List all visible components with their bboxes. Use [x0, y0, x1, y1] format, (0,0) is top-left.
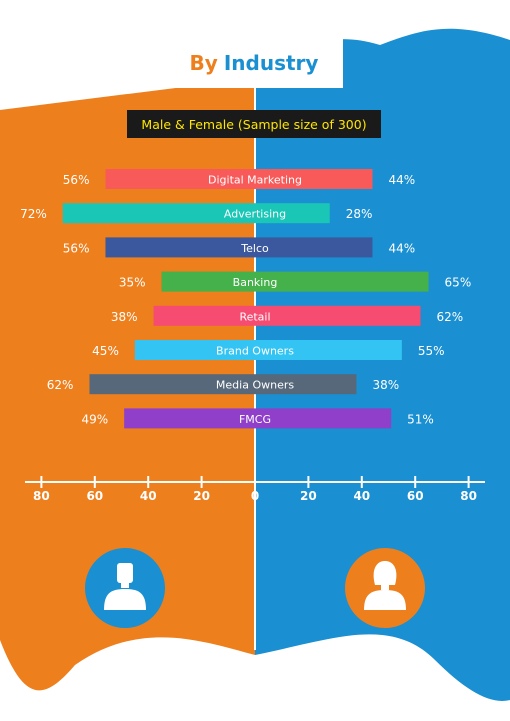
bar-label-6: Media Owners: [216, 379, 294, 392]
right-value-3: 65%: [445, 276, 472, 290]
male-user-icon: [104, 563, 146, 610]
right-value-2: 44%: [388, 241, 415, 255]
x-tick-label-4: 0: [251, 489, 259, 503]
left-value-6: 62%: [47, 378, 74, 392]
right-value-4: 62%: [437, 310, 464, 324]
x-tick-label-3: 20: [193, 489, 210, 503]
female-background: [255, 28, 510, 701]
bar-2: [105, 237, 373, 258]
x-tick-label-7: 60: [407, 489, 424, 503]
right-value-5: 55%: [418, 344, 445, 358]
left-value-5: 45%: [92, 344, 119, 358]
bar-label-7: FMCG: [239, 413, 271, 426]
x-tick-label-1: 60: [86, 489, 103, 503]
left-value-3: 35%: [119, 276, 146, 290]
right-value-7: 51%: [407, 412, 434, 426]
bar-label-4: Retail: [239, 310, 270, 323]
bar-label-3: Banking: [233, 276, 278, 289]
bar-5: [134, 340, 402, 360]
x-tick-label-8: 80: [460, 489, 477, 503]
bar-label-1: Advertising: [224, 208, 286, 221]
right-value-0: 44%: [388, 173, 415, 187]
bar-label-2: Telco: [240, 242, 269, 255]
bars: Digital Marketing 56% 44% Advertising 72% 28%…: [20, 169, 472, 429]
left-value-7: 49%: [81, 412, 108, 426]
x-tick-label-6: 40: [353, 489, 370, 503]
bar-7: [124, 408, 392, 429]
female-user-icon: [364, 561, 406, 610]
left-value-0: 56%: [63, 173, 90, 187]
bar-label-0: Digital Marketing: [208, 174, 302, 187]
right-value-1: 28%: [346, 207, 373, 221]
right-value-6: 38%: [372, 378, 399, 392]
left-value-1: 72%: [20, 207, 47, 221]
title-part1: By: [189, 51, 218, 75]
bar-6: [89, 374, 357, 395]
x-axis: 80 60 40 20 0 20 40 60 80: [25, 476, 485, 503]
left-value-4: 38%: [111, 310, 138, 324]
title-part2: Industry: [223, 51, 319, 75]
chart-subtitle: Male & Female (Sample size of 300): [127, 110, 381, 138]
bar-label-5: Brand Owners: [216, 345, 294, 358]
x-tick-label-0: 80: [33, 489, 50, 503]
x-tick-label-5: 20: [300, 489, 317, 503]
bar-1: [62, 203, 330, 224]
bar-3: [161, 271, 429, 292]
bar-0: [105, 169, 373, 189]
bar-4: [153, 305, 421, 326]
left-value-2: 56%: [63, 241, 90, 255]
page-title: By Industry: [165, 38, 343, 88]
x-tick-label-2: 40: [140, 489, 157, 503]
